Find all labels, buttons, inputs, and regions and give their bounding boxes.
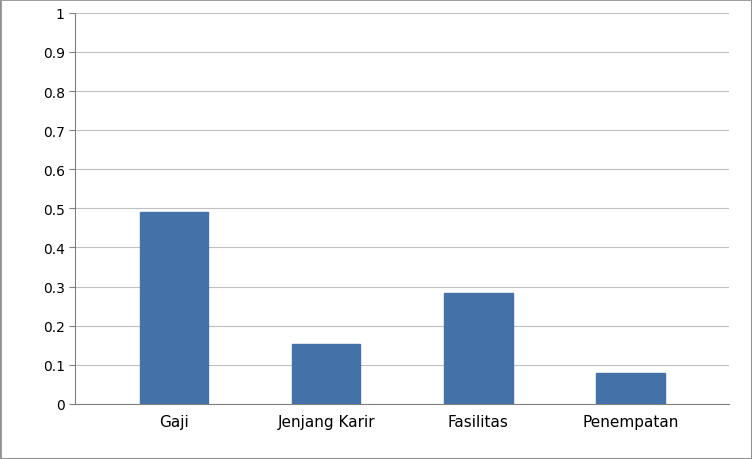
Bar bbox=[140, 213, 208, 404]
Bar bbox=[292, 344, 360, 404]
Bar bbox=[596, 374, 665, 404]
Bar bbox=[444, 293, 513, 404]
